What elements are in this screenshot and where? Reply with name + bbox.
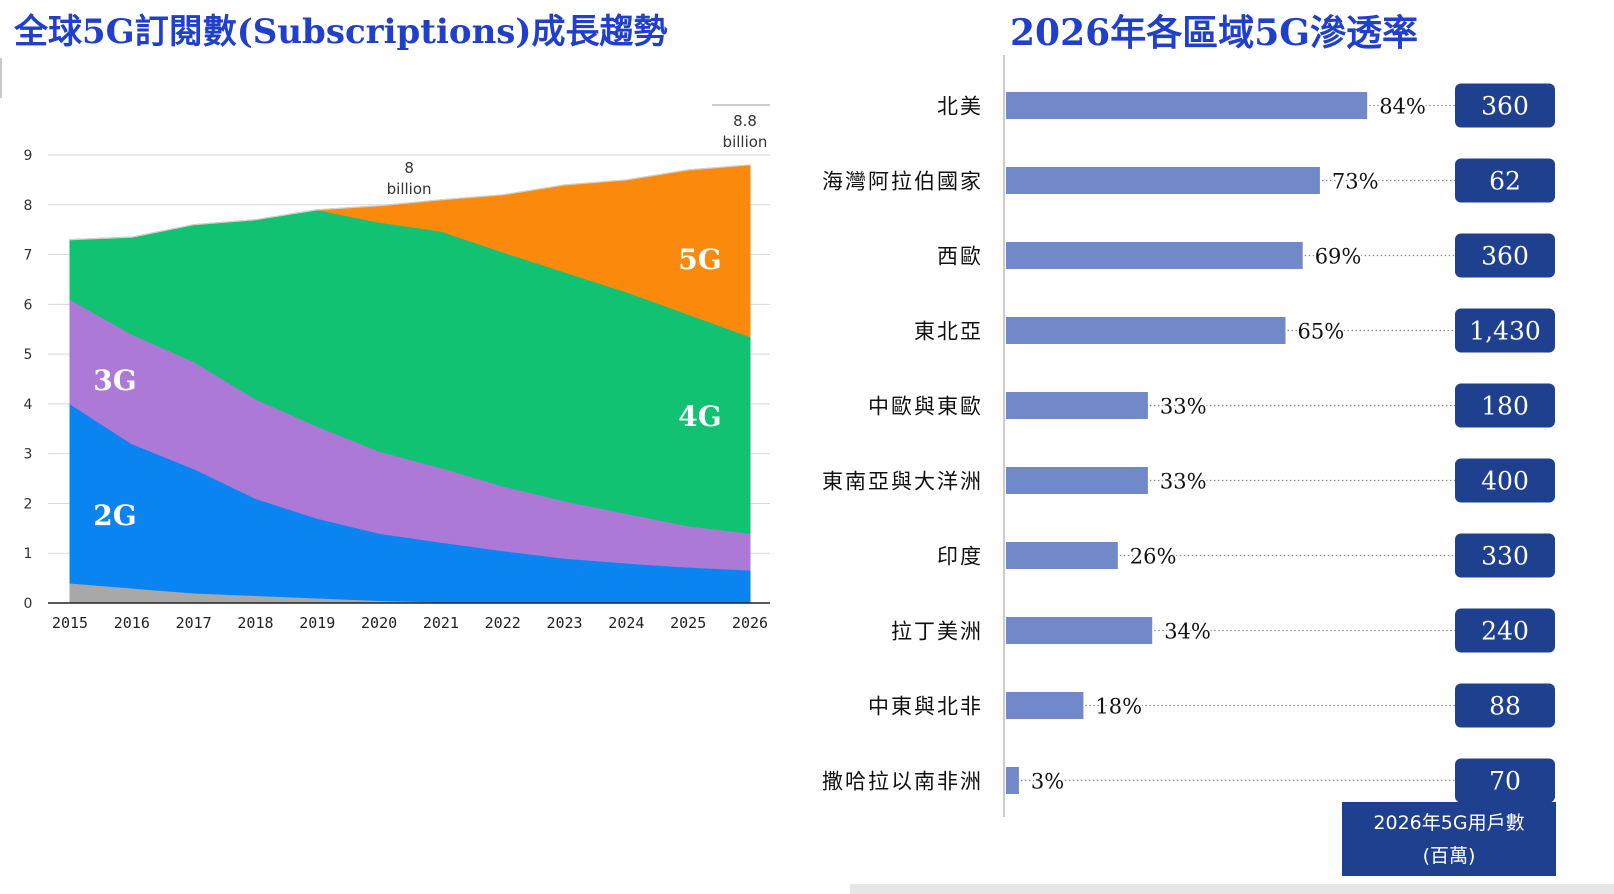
category-label: 海灣阿拉伯國家 bbox=[822, 170, 983, 194]
value-label: 65% bbox=[1298, 320, 1345, 344]
x-tick-label: 2021 bbox=[423, 614, 459, 632]
bar bbox=[1006, 767, 1019, 794]
subscriber-badge-value: 330 bbox=[1481, 542, 1529, 571]
y-tick-label: 3 bbox=[24, 447, 33, 463]
left-edge-rule bbox=[0, 58, 2, 98]
bar bbox=[1006, 167, 1320, 194]
subscriber-badge bbox=[1455, 233, 1555, 278]
value-label: 69% bbox=[1315, 245, 1362, 269]
subscriber-badge-value: 88 bbox=[1489, 692, 1521, 721]
subscriber-badge bbox=[1455, 683, 1555, 728]
value-label: 33% bbox=[1160, 470, 1207, 494]
value-label: 73% bbox=[1332, 170, 1379, 194]
subscriber-badge-value: 360 bbox=[1481, 92, 1529, 121]
y-tick-label: 8 bbox=[24, 198, 33, 214]
category-label: 印度 bbox=[937, 545, 983, 569]
bar bbox=[1006, 317, 1286, 344]
subscriber-badge-value: 240 bbox=[1481, 617, 1529, 646]
total-outline bbox=[69, 164, 751, 241]
bar bbox=[1006, 242, 1303, 269]
series-label-g3: 3G bbox=[93, 364, 136, 397]
x-tick-label: 2015 bbox=[52, 614, 88, 632]
series-label-g2: 2G bbox=[93, 499, 136, 532]
subscriber-badge-value: 70 bbox=[1489, 767, 1521, 796]
subscriber-badge-value: 1,430 bbox=[1469, 317, 1541, 346]
side-column-header bbox=[1342, 802, 1556, 876]
subscriber-badge-value: 180 bbox=[1481, 392, 1529, 421]
y-tick-label: 1 bbox=[24, 546, 33, 562]
annotation-text: 8 bbox=[404, 159, 414, 177]
y-tick-label: 7 bbox=[24, 248, 33, 264]
bar bbox=[1006, 617, 1153, 644]
category-label: 撒哈拉以南非洲 bbox=[822, 770, 983, 794]
value-label: 33% bbox=[1160, 395, 1207, 419]
x-tick-label: 2023 bbox=[546, 614, 582, 632]
y-tick-label: 2 bbox=[24, 496, 33, 512]
subscriber-badge bbox=[1455, 83, 1555, 128]
category-label: 中東與北非 bbox=[868, 695, 983, 719]
subscriber-badge-value: 62 bbox=[1489, 167, 1521, 196]
x-tick-label: 2018 bbox=[237, 614, 273, 632]
value-label: 26% bbox=[1130, 545, 1177, 569]
subscriber-badge bbox=[1455, 758, 1555, 803]
side-column-header-text: (百萬) bbox=[1423, 845, 1476, 867]
value-label: 84% bbox=[1379, 95, 1426, 119]
bar bbox=[1006, 542, 1118, 569]
bar bbox=[1006, 467, 1148, 494]
y-tick-label: 6 bbox=[24, 297, 33, 313]
subscriber-badge bbox=[1455, 158, 1555, 203]
annotation-text: 8.8 bbox=[733, 112, 757, 130]
series-label-g4: 4G bbox=[678, 400, 721, 433]
y-tick-label: 0 bbox=[24, 596, 33, 612]
subscriber-badge-value: 400 bbox=[1481, 467, 1529, 496]
x-tick-label: 2017 bbox=[176, 614, 212, 632]
x-tick-label: 2020 bbox=[361, 614, 397, 632]
value-label: 18% bbox=[1095, 695, 1142, 719]
x-tick-label: 2025 bbox=[670, 614, 706, 632]
x-tick-label: 2026 bbox=[732, 614, 768, 632]
right-chart-title: 2026年各區域5G滲透率 bbox=[1010, 12, 1418, 54]
value-label: 34% bbox=[1164, 620, 1211, 644]
left-chart-title: 全球5G訂閱數(Subscriptions)成長趨勢 bbox=[14, 12, 668, 52]
value-label: 3% bbox=[1031, 770, 1064, 794]
category-label: 中歐與東歐 bbox=[868, 395, 983, 419]
bottom-strip bbox=[850, 884, 1614, 894]
subscriptions-area-chart: 0 1 2 3 4 5 6 7 8 9 2G 3G 4G 5G 2015 2016 2017 2018 2019 20… bbox=[24, 104, 770, 632]
subscriber-badge bbox=[1455, 308, 1555, 353]
category-label: 北美 bbox=[937, 95, 983, 119]
series-label-g5: 5G bbox=[678, 243, 721, 276]
side-column-header-text: 2026年5G用戶數 bbox=[1373, 812, 1524, 834]
x-tick-label: 2022 bbox=[485, 614, 521, 632]
subscriber-badge bbox=[1455, 533, 1555, 578]
y-tick-label: 5 bbox=[24, 347, 33, 363]
penetration-bar-chart: 北美 84% 360 海灣阿拉伯國家 73% 62 西歐 69% 360 東北亞 65% 1,430 中… bbox=[822, 55, 1556, 876]
bar bbox=[1006, 392, 1148, 419]
category-label: 東北亞 bbox=[914, 320, 983, 344]
subscriber-badge-value: 360 bbox=[1481, 242, 1529, 271]
annotation-text: billion bbox=[723, 133, 768, 151]
y-tick-label: 4 bbox=[24, 397, 33, 413]
y-tick-label: 9 bbox=[24, 148, 33, 164]
category-label: 拉丁美洲 bbox=[891, 620, 983, 644]
subscriber-badge bbox=[1455, 608, 1555, 653]
category-label: 西歐 bbox=[937, 245, 983, 269]
x-tick-label: 2019 bbox=[299, 614, 335, 632]
category-label: 東南亞與大洋洲 bbox=[822, 470, 983, 494]
x-tick-label: 2024 bbox=[608, 614, 644, 632]
subscriber-badge bbox=[1455, 383, 1555, 428]
bar bbox=[1006, 692, 1084, 719]
x-tick-label: 2016 bbox=[114, 614, 150, 632]
bar bbox=[1006, 92, 1368, 119]
subscriber-badge bbox=[1455, 458, 1555, 503]
annotation-text: billion bbox=[387, 180, 432, 198]
